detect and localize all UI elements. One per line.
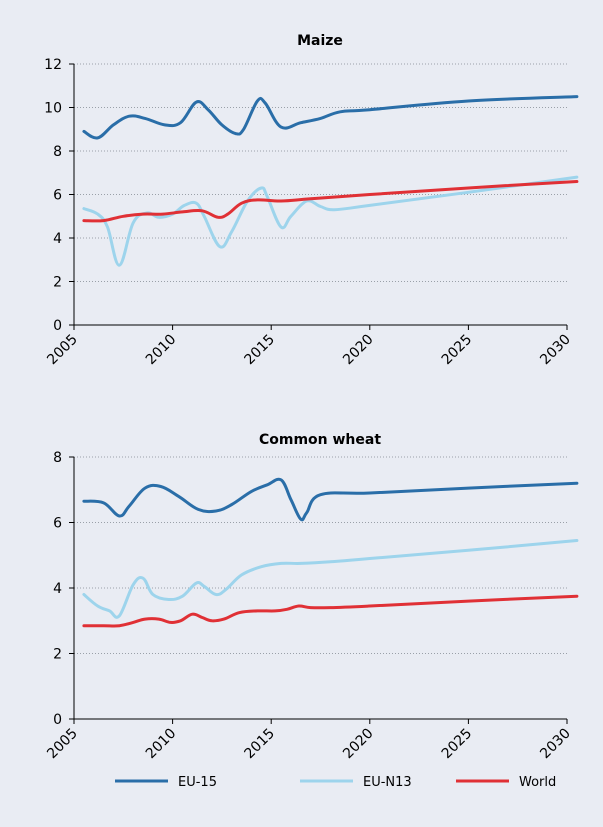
series-line-eu-15 [82,95,579,140]
y-tick-label: 0 [53,712,62,728]
y-tick-label: 10 [44,101,62,117]
y-tick-label: 2 [53,275,62,291]
y-tick-label: 4 [53,231,62,247]
series-line-world [82,180,579,223]
y-tick-label: 12 [44,57,62,73]
y-tick-label: 8 [53,450,62,466]
y-tick-label: 2 [53,647,62,663]
legend-label-eu-15: EU-15 [178,775,217,790]
y-tick-label: 0 [53,318,62,334]
series-line-eu-15 [82,477,579,522]
y-tick-label: 6 [53,516,62,532]
common-wheat-chart-title: Common wheat [259,432,381,448]
legend-label-eu-n13: EU-N13 [363,775,412,790]
series-line-eu-n13 [82,175,579,267]
maize-chart-title: Maize [297,33,343,49]
legend-label-world: World [519,775,556,790]
series-line-world [82,594,579,628]
y-tick-label: 4 [53,581,62,597]
y-tick-label: 6 [53,188,62,204]
series-line-eu-n13 [82,539,579,619]
y-tick-label: 8 [53,144,62,160]
legend: EU-15 EU-N13 World [115,775,556,790]
